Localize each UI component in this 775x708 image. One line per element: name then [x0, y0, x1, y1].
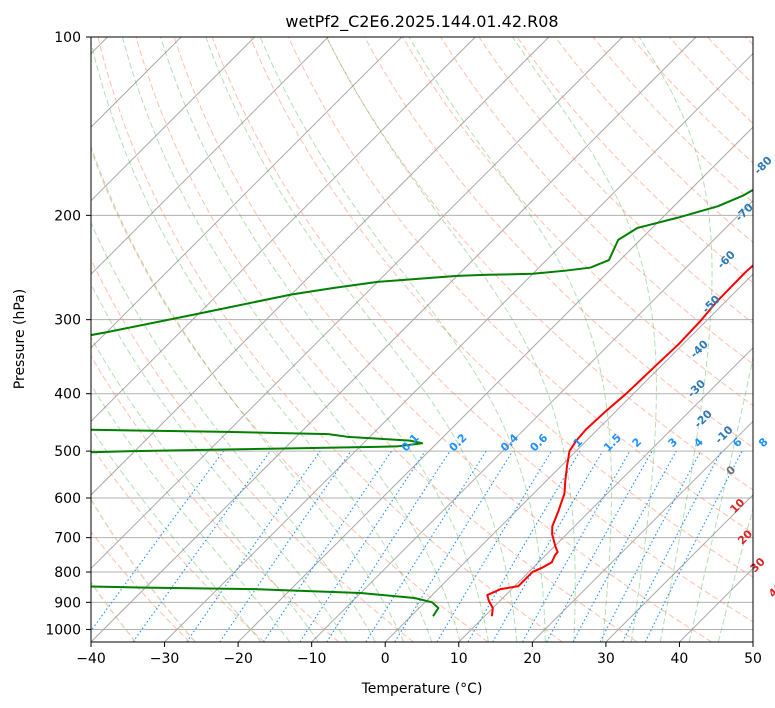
isotherm-line	[91, 37, 256, 202]
isotherm-line	[237, 126, 753, 642]
dry-adiabat-line	[554, 37, 753, 244]
moist-adiabat-line	[638, 37, 713, 642]
moist-adiabat-line	[121, 37, 461, 642]
isotherm-line	[91, 37, 476, 423]
dry-adiabat-line	[211, 37, 753, 623]
isotherm-line	[605, 494, 753, 642]
y-tick-label: 600	[54, 491, 81, 507]
isotherm-line	[164, 52, 753, 642]
y-axis-ticks: 1000 900 800 700 600 500 400 300 200 100	[45, 30, 91, 638]
moist-adiabat-line	[91, 145, 405, 642]
y-tick-label: 900	[54, 595, 81, 611]
dry-adiabat-line	[249, 37, 753, 578]
x-tick-label: −10	[297, 651, 327, 667]
isotherm-line	[384, 273, 753, 642]
moist-adiabat-line	[259, 37, 546, 642]
dry-adiabat-line	[478, 37, 753, 324]
temperature-profile-line	[486, 264, 753, 617]
plot-frame	[90, 36, 754, 643]
y-axis-label: Pressure (hPa)	[12, 289, 28, 389]
y-tick-label: 500	[54, 444, 81, 460]
mixing-ratio-line	[467, 450, 581, 642]
isotherm-line	[91, 37, 329, 275]
x-tick-label: −20	[223, 651, 253, 667]
moist-adiabat-line	[91, 283, 348, 642]
moist-adiabat-line	[91, 384, 291, 642]
moist-adiabat-line	[91, 336, 319, 642]
moist-adiabat-line	[91, 40, 433, 642]
dry-adiabat-line	[287, 37, 753, 534]
mixing-ratio-line	[132, 450, 271, 642]
x-tick-label: 10	[450, 651, 468, 667]
y-tick-label: 700	[54, 531, 81, 547]
dry-adiabat-line	[516, 37, 753, 284]
dry-adiabat-line	[364, 37, 753, 449]
moist-adiabat-line	[326, 37, 576, 642]
isotherm-line	[91, 37, 697, 642]
background-lines	[91, 37, 753, 642]
y-tick-label: 800	[54, 565, 81, 581]
x-tick-label: −30	[150, 651, 180, 667]
y-tick-label: 300	[54, 313, 81, 329]
mixing-ratio-line	[492, 450, 604, 642]
x-tick-label: 40	[671, 651, 689, 667]
mixing-ratio-line	[219, 450, 352, 642]
isotherm-line	[458, 347, 753, 642]
plot-area	[91, 37, 753, 642]
x-tick-label: 30	[597, 651, 615, 667]
x-axis-label: Temperature (°C)	[361, 681, 483, 697]
moist-adiabat-line	[91, 427, 262, 642]
chart-title: wetPf2_C2E6.2025.144.01.42.R08	[285, 12, 558, 32]
y-tick-label: 100	[54, 30, 81, 46]
dry-adiabat-line	[402, 37, 753, 407]
moist-adiabat-line	[408, 37, 613, 642]
x-tick-label: 50	[744, 651, 762, 667]
y-tick-label: 400	[54, 387, 81, 403]
dry-adiabat-line	[91, 355, 340, 642]
dry-adiabat-line	[592, 37, 753, 204]
moist-adiabat-line	[91, 221, 376, 642]
reference-curve	[91, 498, 196, 642]
mixing-ratio-line	[521, 450, 631, 642]
moist-adiabat-label: 40	[766, 580, 775, 600]
dewpoint-profile-line	[91, 188, 753, 617]
x-axis-ticks: −40 −30 −20 −10 0 10 20 30 40 50	[76, 642, 762, 667]
isotherm-line	[531, 420, 753, 642]
moist-adiabat-line	[205, 37, 518, 642]
x-tick-label: 0	[381, 651, 390, 667]
isotherm-line	[91, 37, 550, 496]
profile-series	[91, 188, 753, 617]
mixing-ratio-line	[436, 450, 552, 642]
moist-adiabat-line	[512, 37, 657, 642]
mixing-ratio-line	[546, 450, 653, 642]
isotherm-line	[91, 37, 403, 349]
dry-adiabat-line	[91, 530, 191, 642]
mixing-ratio-line	[91, 450, 224, 632]
mixing-ratio-line	[186, 450, 321, 642]
mixing-ratio-line	[326, 450, 451, 642]
mixing-ratio-line	[394, 450, 514, 642]
y-tick-label: 1000	[45, 622, 81, 638]
moist-adiabat-line	[688, 355, 753, 642]
x-tick-label: 20	[523, 651, 541, 667]
moist-adiabat-line	[160, 37, 489, 642]
mixing-ratio-line	[365, 450, 487, 642]
mixing-ratio-line	[572, 450, 677, 642]
dry-adiabat-line	[630, 37, 753, 164]
y-tick-label: 200	[54, 208, 81, 224]
x-tick-label: −40	[76, 651, 106, 667]
dry-adiabat-line	[135, 37, 638, 642]
dry-adiabat-line	[326, 37, 753, 491]
dry-adiabat-line	[97, 37, 563, 642]
dry-adiabat-line	[440, 37, 753, 365]
